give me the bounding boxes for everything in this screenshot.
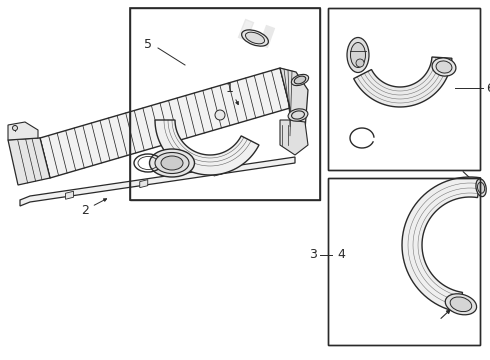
Ellipse shape xyxy=(242,30,269,46)
Ellipse shape xyxy=(294,76,306,84)
Ellipse shape xyxy=(436,61,452,73)
Text: 1: 1 xyxy=(226,81,238,104)
Text: 6: 6 xyxy=(486,81,490,94)
Ellipse shape xyxy=(149,149,195,177)
Polygon shape xyxy=(66,191,74,199)
Polygon shape xyxy=(354,57,452,107)
Ellipse shape xyxy=(450,297,472,312)
Polygon shape xyxy=(280,120,308,155)
Ellipse shape xyxy=(292,111,304,119)
Ellipse shape xyxy=(292,75,309,86)
Text: 2: 2 xyxy=(81,199,106,216)
Text: 3: 3 xyxy=(309,248,317,261)
Ellipse shape xyxy=(245,32,265,44)
Polygon shape xyxy=(280,68,308,145)
Text: 4: 4 xyxy=(337,248,345,261)
Ellipse shape xyxy=(347,37,369,72)
Polygon shape xyxy=(8,138,50,185)
Ellipse shape xyxy=(155,153,189,174)
Circle shape xyxy=(13,126,18,130)
Polygon shape xyxy=(40,68,290,178)
Polygon shape xyxy=(20,157,295,206)
Ellipse shape xyxy=(476,179,486,197)
Polygon shape xyxy=(214,168,222,176)
Polygon shape xyxy=(402,177,481,312)
Circle shape xyxy=(356,59,364,67)
Text: 5: 5 xyxy=(144,39,152,51)
Polygon shape xyxy=(8,122,38,140)
Polygon shape xyxy=(140,180,148,188)
Ellipse shape xyxy=(288,109,308,121)
Circle shape xyxy=(215,110,225,120)
Ellipse shape xyxy=(350,42,366,68)
Ellipse shape xyxy=(477,182,485,193)
Ellipse shape xyxy=(161,156,183,170)
Ellipse shape xyxy=(445,294,477,315)
Ellipse shape xyxy=(432,58,456,76)
Polygon shape xyxy=(155,120,259,175)
